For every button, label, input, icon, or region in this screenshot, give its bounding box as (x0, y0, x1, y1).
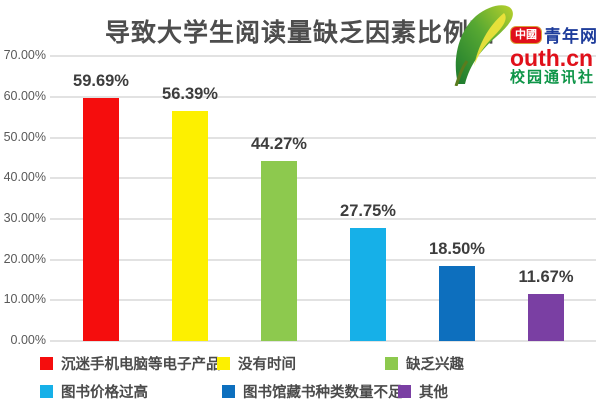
legend-item-4: 图书馆藏书种类数量不足 (222, 383, 403, 401)
bar-0 (83, 98, 119, 341)
legend-swatch-icon (398, 384, 411, 398)
bar-2 (261, 160, 297, 341)
china-seal-badge: 中國 (510, 25, 542, 44)
bar-value-label-2: 44.27% (251, 134, 307, 153)
legend-swatch-icon (385, 356, 398, 370)
y-axis-tick-label: 40.00% (3, 170, 46, 185)
ginkgo-leaf-icon (454, 5, 513, 86)
legend-label: 图书价格过高 (61, 384, 148, 401)
legend-item-0: 沉迷手机电脑等电子产品 (40, 355, 221, 373)
gridline-40 (50, 177, 596, 180)
y-axis-tick-label: 0.00% (10, 333, 46, 347)
legend-item-5: 其他 (398, 383, 448, 401)
y-axis-tick-label: 30.00% (3, 210, 46, 225)
legend-label: 沉迷手机电脑等电子产品 (61, 356, 221, 373)
legend-item-2: 缺乏兴趣 (385, 355, 464, 373)
gridline-0 (50, 340, 596, 342)
gridline-30 (50, 217, 596, 220)
logo-domain: outh.cn (510, 45, 594, 71)
logo-subtitle: 校园通讯社 (510, 69, 596, 86)
gridline-10 (50, 299, 596, 302)
logo-site-name: 青年网 (544, 27, 598, 46)
bar-4 (439, 265, 475, 341)
bar-value-label-0: 59.69% (73, 72, 129, 91)
legend-label: 缺乏兴趣 (406, 356, 464, 373)
legend-label: 图书馆藏书种类数量不足 (243, 384, 403, 401)
chart-title: 导致大学生阅读量缺乏因素比例图 (104, 19, 495, 47)
y-axis-tick-label: 50.00% (3, 129, 46, 144)
bar-value-label-1: 56.39% (162, 85, 218, 104)
legend-swatch-icon (222, 384, 235, 398)
legend-item-3: 图书价格过高 (40, 383, 148, 401)
gridline-60 (50, 95, 596, 98)
y-axis-tick-label: 10.00% (3, 292, 46, 307)
youth-cn-logo: 中國 青年网 outh.cn 校园通讯社 (452, 2, 598, 87)
bar-value-label-4: 18.50% (429, 239, 485, 258)
legend-label: 其他 (419, 384, 448, 401)
legend-swatch-icon (40, 356, 53, 370)
y-axis-tick-label: 60.00% (3, 88, 46, 103)
gridline-70 (50, 55, 596, 58)
gridline-20 (50, 258, 596, 261)
bar-1 (172, 111, 208, 341)
bar-3 (350, 228, 386, 341)
legend-swatch-icon (40, 384, 53, 398)
gridline-50 (50, 136, 596, 139)
y-axis-tick-label: 70.00% (3, 48, 46, 63)
y-axis-tick-label: 20.00% (3, 251, 46, 266)
legend-label: 没有时间 (238, 356, 296, 373)
bar-value-label-3: 27.75% (340, 202, 396, 221)
legend-item-1: 没有时间 (217, 355, 296, 373)
logo-text-block: 中國 青年网 outh.cn 校园通讯社 (510, 2, 598, 87)
bar-value-label-5: 11.67% (518, 267, 574, 286)
bar-5 (528, 293, 564, 341)
legend-swatch-icon (217, 356, 230, 370)
